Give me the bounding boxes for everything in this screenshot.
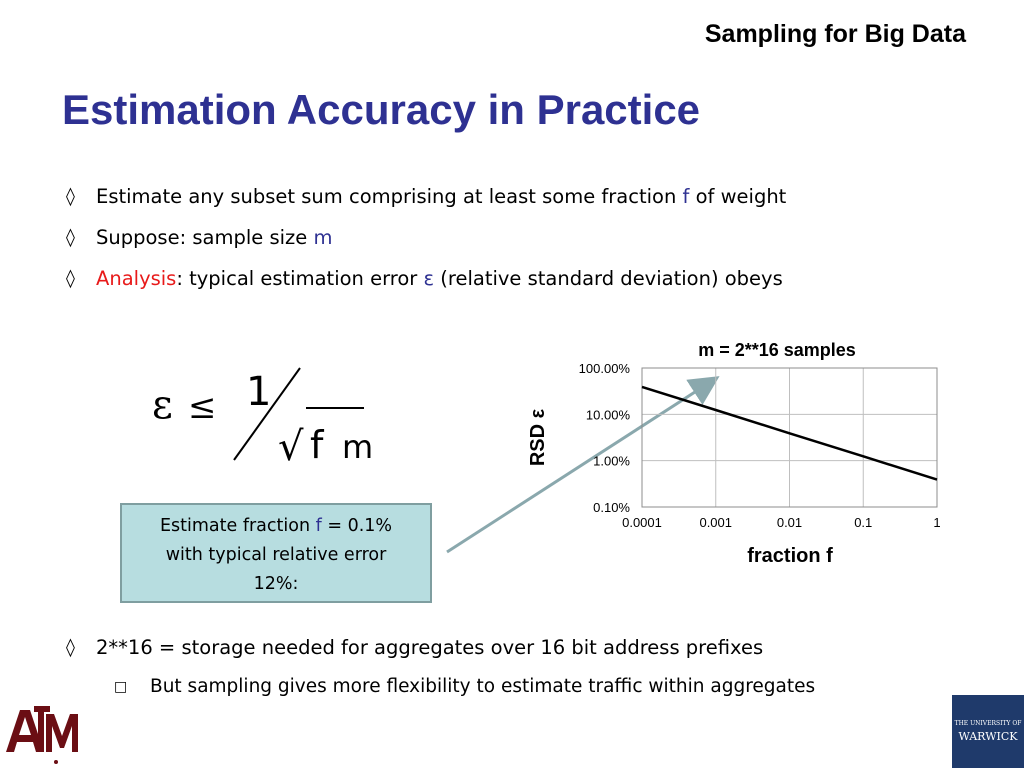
callout-line-2: with typical relative error <box>165 545 387 565</box>
formula-numerator: 1 <box>246 369 271 415</box>
y-axis-label: RSD ε <box>527 408 549 466</box>
x-tick-label: 0.001 <box>699 515 732 530</box>
y-tick-label: 100.00% <box>579 361 631 376</box>
formula-f: f <box>310 423 325 467</box>
logo-letter-a <box>6 710 44 752</box>
bottom-bullet-item: ◊ 2**16 = storage needed for aggregates … <box>62 627 1012 668</box>
logo-warwick-text: WARWICK <box>958 730 1018 743</box>
logo-letter-t <box>34 706 50 752</box>
bullet-item-3: ◊ Analysis: typical estimation error ε (… <box>62 258 1002 299</box>
logo-letter-m <box>46 714 78 752</box>
bottom-bullet-list: ◊ 2**16 = storage needed for aggregates … <box>62 627 1012 706</box>
error-bound-formula: ε ≤ 1 √ f m <box>152 367 373 470</box>
bullet-text-tail: of weight <box>689 185 787 208</box>
formula-radical: √ <box>278 424 304 470</box>
square-bullet-icon: □ <box>114 679 128 695</box>
highlight-m: m <box>313 226 333 249</box>
slide-title: Estimation Accuracy in Practice <box>62 86 701 133</box>
formula-fraction-slash <box>233 367 301 461</box>
diamond-bullet-icon: ◊ <box>66 637 75 658</box>
callout-line-3: 12%: <box>253 574 299 594</box>
bullet-list: ◊ Estimate any subset sum comprising at … <box>62 176 1002 299</box>
x-axis-label: fraction f <box>747 545 833 567</box>
callout-highlight-f: f <box>315 516 322 536</box>
header-title: Sampling for Big Data <box>704 20 966 48</box>
diamond-bullet-icon: ◊ <box>66 186 75 207</box>
sub-bullet-text: But sampling gives more flexibility to e… <box>150 676 816 697</box>
callout-box: Estimate fraction f = 0.1% with typical … <box>120 503 432 603</box>
diamond-bullet-icon: ◊ <box>66 268 75 289</box>
callout-line-1: Estimate fraction f = 0.1% <box>122 512 430 541</box>
rsd-chart: m = 2**16 samples 0.0001 0.001 0.01 0.1 1 100.… <box>527 340 941 567</box>
warwick-logo: THE UNIVERSITY OF WARWICK <box>952 695 1024 768</box>
y-tick-label: 1.00% <box>593 454 630 469</box>
x-tick-label: 1 <box>933 515 940 530</box>
chart-title: m = 2**16 samples <box>698 340 856 360</box>
highlight-f: f <box>682 185 690 208</box>
bullet-item-2: ◊ Suppose: sample size m <box>62 217 1002 258</box>
x-tick-label: 0.01 <box>777 515 802 530</box>
x-tick-label: 0.0001 <box>622 515 662 530</box>
y-tick-label: 10.00% <box>586 407 631 422</box>
bullet-text: 2**16 = storage needed for aggregates ov… <box>96 636 764 659</box>
callout-text-tail: = 0.1% <box>321 516 393 536</box>
bullet-text: Estimate any subset sum comprising at le… <box>96 185 683 208</box>
callout-text: Estimate fraction <box>159 516 316 536</box>
sub-bullet-item: □ But sampling gives more flexibility to… <box>62 668 1012 706</box>
bullet-text-tail: (relative standard deviation) obeys <box>434 267 783 290</box>
bullet-text: Suppose: sample size <box>96 226 314 249</box>
formula-m: m <box>342 428 373 466</box>
y-tick-label: 0.10% <box>593 500 630 515</box>
texas-am-logo <box>4 704 78 764</box>
x-tick-label: 0.1 <box>854 515 872 530</box>
bullet-item-1: ◊ Estimate any subset sum comprising at … <box>62 176 1002 217</box>
formula-leq: ≤ <box>188 387 217 427</box>
highlight-analysis: Analysis <box>96 267 177 290</box>
highlight-epsilon: ε <box>423 267 435 290</box>
diamond-bullet-icon: ◊ <box>66 227 75 248</box>
bullet-text: : typical estimation error <box>176 267 424 290</box>
plot-frame <box>641 367 938 508</box>
logo-university-of: THE UNIVERSITY OF <box>955 720 1022 727</box>
formula-epsilon: ε <box>152 382 173 428</box>
